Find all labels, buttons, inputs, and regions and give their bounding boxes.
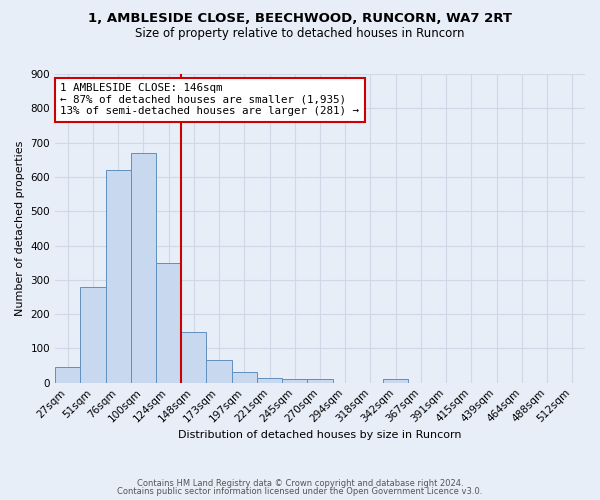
- Bar: [131, 153, 156, 382]
- X-axis label: Distribution of detached houses by size in Runcorn: Distribution of detached houses by size …: [178, 430, 462, 440]
- Bar: [232, 372, 257, 382]
- Bar: [80, 286, 106, 382]
- Bar: [282, 380, 307, 382]
- Bar: [307, 380, 332, 382]
- Text: Contains public sector information licensed under the Open Government Licence v3: Contains public sector information licen…: [118, 488, 482, 496]
- Bar: [181, 332, 206, 382]
- Bar: [156, 264, 181, 382]
- Bar: [55, 368, 80, 382]
- Text: 1 AMBLESIDE CLOSE: 146sqm
← 87% of detached houses are smaller (1,935)
13% of se: 1 AMBLESIDE CLOSE: 146sqm ← 87% of detac…: [61, 84, 359, 116]
- Text: 1, AMBLESIDE CLOSE, BEECHWOOD, RUNCORN, WA7 2RT: 1, AMBLESIDE CLOSE, BEECHWOOD, RUNCORN, …: [88, 12, 512, 26]
- Bar: [106, 170, 131, 382]
- Bar: [383, 380, 409, 382]
- Bar: [206, 360, 232, 382]
- Text: Size of property relative to detached houses in Runcorn: Size of property relative to detached ho…: [135, 28, 465, 40]
- Text: Contains HM Land Registry data © Crown copyright and database right 2024.: Contains HM Land Registry data © Crown c…: [137, 478, 463, 488]
- Bar: [257, 378, 282, 382]
- Y-axis label: Number of detached properties: Number of detached properties: [15, 140, 25, 316]
